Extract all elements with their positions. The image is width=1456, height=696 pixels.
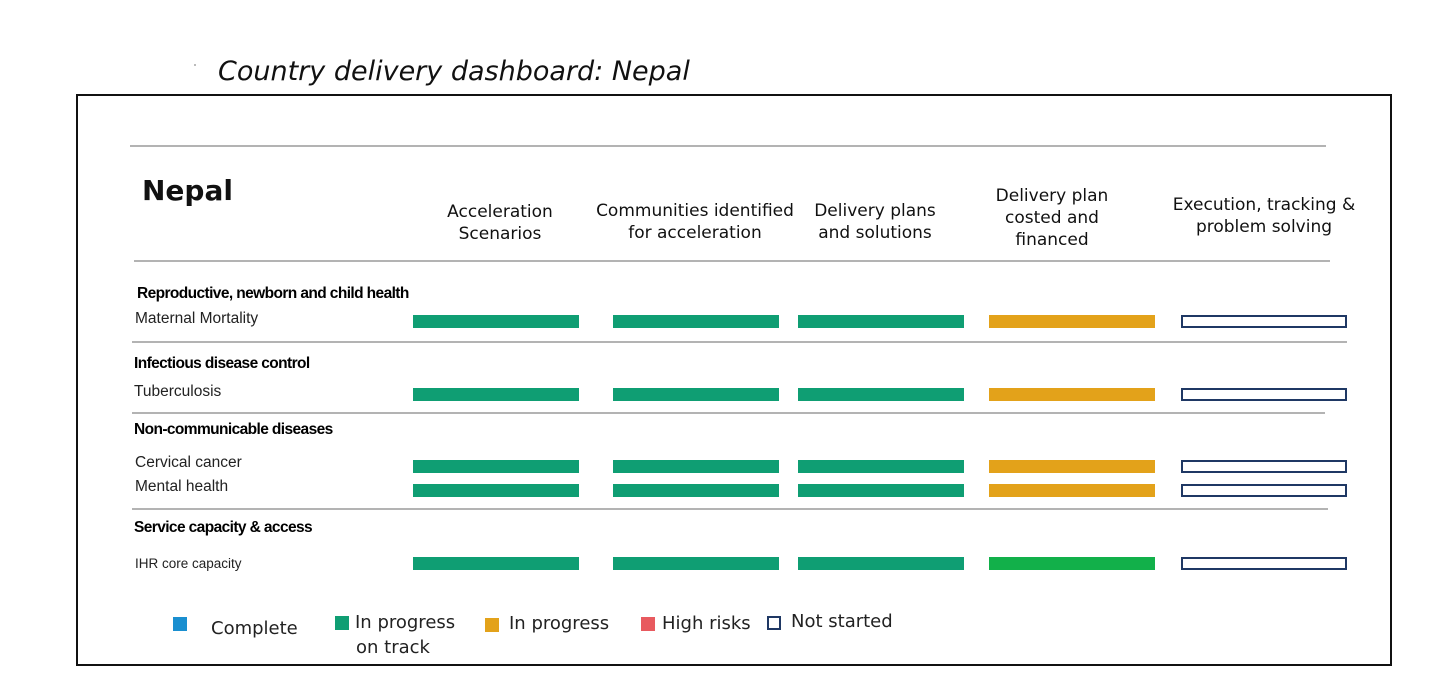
legend-high-risks-label: High risks	[662, 613, 751, 634]
legend-on-track-label: In progress	[355, 612, 456, 633]
status-bar-maternal-mortality-col4	[989, 315, 1155, 328]
header-top-rule	[130, 145, 1326, 147]
status-bar-mental-health-col2	[613, 484, 779, 497]
category-rmnch: Reproductive, newborn and child health	[137, 285, 409, 302]
separator-2	[132, 412, 1325, 414]
legend-in-progress-swatch	[485, 618, 499, 632]
status-bar-tuberculosis-col1	[413, 388, 579, 401]
legend-in-progress-label: In progress	[509, 613, 610, 634]
legend-complete-swatch	[173, 617, 187, 631]
legend-on-track-swatch	[335, 616, 349, 630]
status-bar-mental-health-col4	[989, 484, 1155, 497]
status-bar-tuberculosis-col4	[989, 388, 1155, 401]
category-infectious: Infectious disease control	[134, 355, 310, 372]
column-header-communities: Communities identified for acceleration	[596, 201, 794, 243]
status-bar-cervical-cancer-col5	[1181, 460, 1347, 473]
status-bar-tuberculosis-col5	[1181, 388, 1347, 401]
row-label-maternal-mortality: Maternal Mortality	[135, 310, 259, 327]
status-bar-mental-health-col1	[413, 484, 579, 497]
legend-complete-label: Complete	[211, 618, 298, 639]
column-header-execution: Execution, tracking & problem solving	[1172, 195, 1356, 237]
status-bar-tuberculosis-col3	[798, 388, 964, 401]
status-bar-maternal-mortality-col5	[1181, 315, 1347, 328]
legend-on-track-label-line2: on track	[356, 637, 430, 658]
status-bar-ihr-core-capacity-col2	[613, 557, 779, 570]
separator-3	[132, 508, 1328, 510]
country-name: Nepal	[142, 174, 233, 207]
category-service-capacity: Service capacity & access	[134, 519, 313, 536]
column-header-delivery-plans: Delivery plans and solutions	[814, 201, 936, 243]
status-bar-tuberculosis-col2	[613, 388, 779, 401]
column-header-costed-financed: Delivery plan costed and financed	[995, 186, 1109, 250]
status-bar-cervical-cancer-col4	[989, 460, 1155, 473]
status-bar-mental-health-col5	[1181, 484, 1347, 497]
status-bar-cervical-cancer-col3	[798, 460, 964, 473]
status-bar-cervical-cancer-col2	[613, 460, 779, 473]
row-label-mental-health: Mental health	[135, 478, 229, 495]
status-bar-ihr-core-capacity-col1	[413, 557, 579, 570]
status-bar-maternal-mortality-col2	[613, 315, 779, 328]
row-label-cervical-cancer: Cervical cancer	[135, 454, 242, 471]
legend-not-started-swatch	[767, 616, 781, 630]
status-bar-ihr-core-capacity-col5	[1181, 557, 1347, 570]
status-bar-mental-health-col3	[798, 484, 964, 497]
status-bar-cervical-cancer-col1	[413, 460, 579, 473]
status-bar-ihr-core-capacity-col3	[798, 557, 964, 570]
legend-high-risks-swatch	[641, 617, 655, 631]
status-bar-maternal-mortality-col1	[413, 315, 579, 328]
legend-not-started-label: Not started	[791, 611, 893, 632]
separator-1	[132, 341, 1347, 343]
page-title: Country delivery dashboard: Nepal	[218, 56, 690, 87]
row-label-ihr-core-capacity: IHR core capacity	[135, 556, 242, 571]
status-bar-maternal-mortality-col3	[798, 315, 964, 328]
category-ncd: Non-communicable diseases	[134, 421, 333, 438]
status-bar-ihr-core-capacity-col4	[989, 557, 1155, 570]
column-header-acceleration: Acceleration Scenarios	[447, 202, 553, 244]
header-bottom-rule	[134, 260, 1330, 262]
corner-mark	[194, 64, 196, 66]
dashboard-frame	[76, 94, 1392, 666]
row-label-tuberculosis: Tuberculosis	[134, 383, 222, 400]
